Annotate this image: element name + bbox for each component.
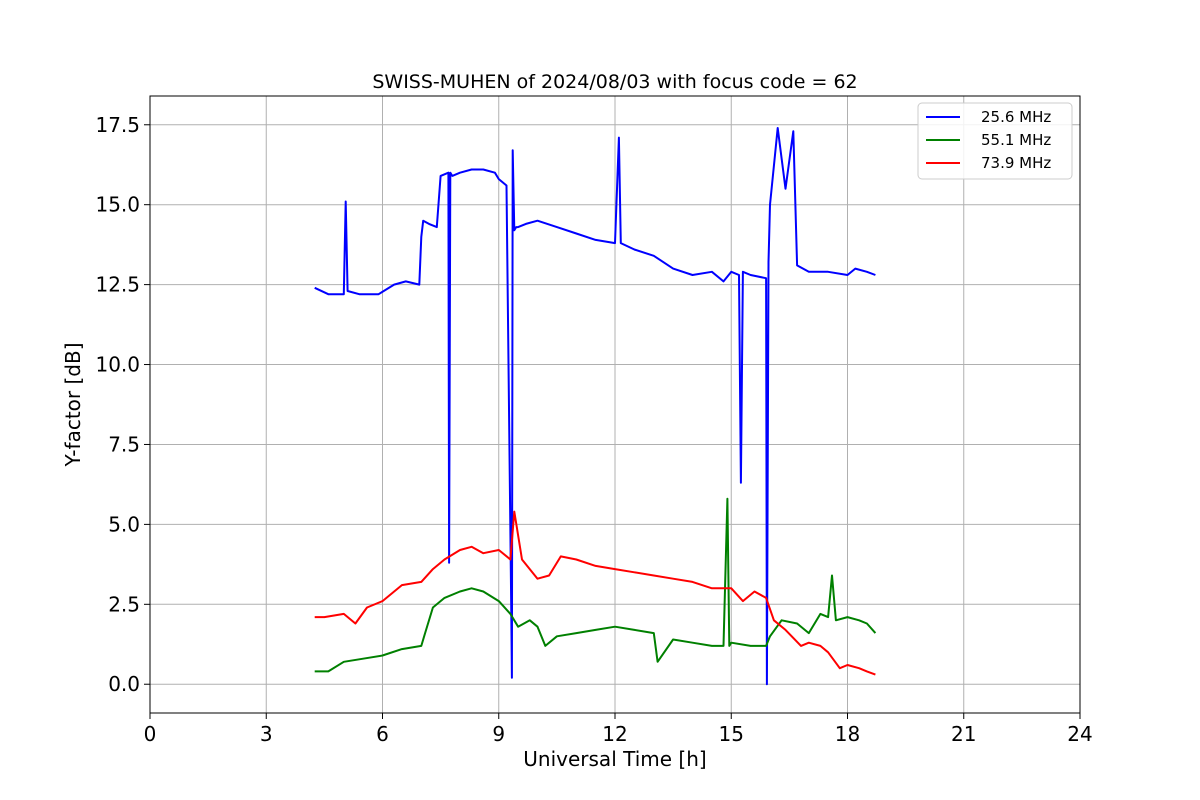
y-tick-label: 12.5 [95, 273, 140, 297]
x-tick-label: 21 [951, 722, 976, 746]
chart-title: SWISS-MUHEN of 2024/08/03 with focus cod… [372, 71, 857, 93]
y-tick-label: 15.0 [95, 193, 140, 217]
y-axis: 0.0 2.5 5.0 7.5 10.0 12.5 15.0 17.5 [95, 113, 150, 696]
series-layer [314, 127, 877, 686]
legend: 25.6 MHz 55.1 MHz 73.9 MHz [917, 102, 1073, 180]
x-tick-label: 18 [835, 722, 860, 746]
x-tick-label: 3 [260, 722, 273, 746]
x-tick-label: 9 [492, 722, 505, 746]
series-line-73-9-mhz [314, 510, 876, 676]
legend-label: 55.1 MHz [981, 131, 1051, 149]
x-tick-label: 24 [1067, 722, 1092, 746]
y-tick-label: 10.0 [95, 353, 140, 377]
x-tick-label: 12 [602, 722, 627, 746]
y-tick-label: 17.5 [95, 113, 140, 137]
series-line-55-1-mhz [314, 497, 877, 673]
grid-lines [149, 96, 1081, 713]
x-axis-label: Universal Time [h] [523, 747, 706, 771]
x-axis: 0 3 6 9 12 15 18 21 24 [144, 713, 1093, 746]
legend-label: 25.6 MHz [981, 108, 1051, 126]
x-tick-label: 0 [144, 722, 157, 746]
y-tick-label: 5.0 [108, 512, 140, 536]
y-tick-label: 2.5 [108, 592, 140, 616]
legend-label: 73.9 MHz [981, 154, 1051, 172]
y-axis-label: Y-factor [dB] [61, 342, 85, 467]
series-line-25-6-mhz [314, 127, 876, 686]
y-tick-label: 7.5 [108, 432, 140, 456]
x-tick-label: 6 [376, 722, 389, 746]
legend-box [917, 102, 1073, 180]
y-tick-label: 0.0 [108, 672, 140, 696]
x-tick-label: 15 [719, 722, 744, 746]
